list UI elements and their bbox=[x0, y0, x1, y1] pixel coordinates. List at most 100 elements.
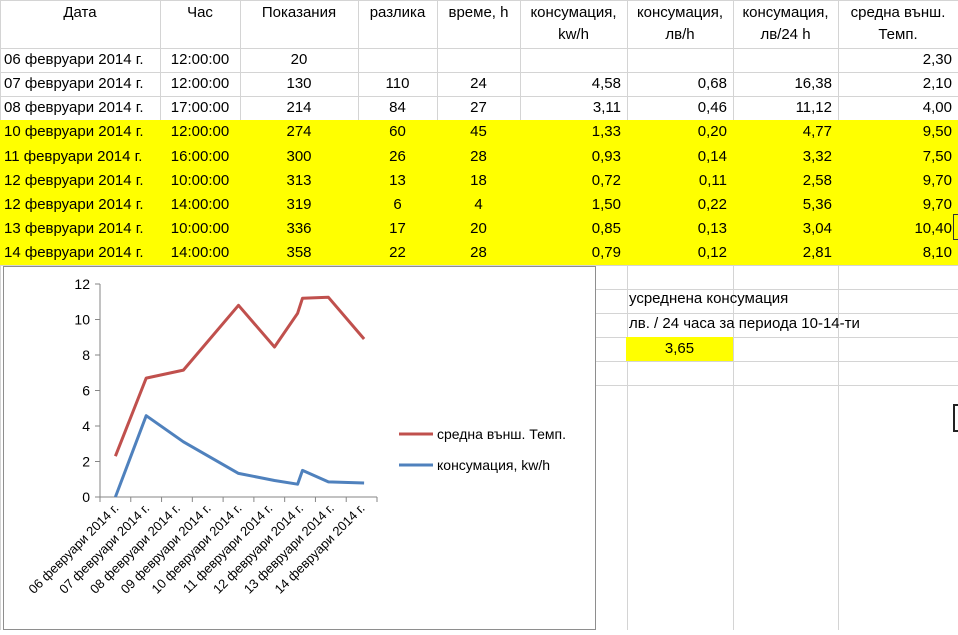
cell-time[interactable]: 12:00:00 bbox=[170, 51, 230, 68]
cell-cons_kwh[interactable]: 4,58 bbox=[591, 75, 621, 92]
selection-handle[interactable] bbox=[953, 214, 958, 240]
cell-reading[interactable]: 313 bbox=[286, 172, 312, 189]
cell-cons_lv24[interactable]: 3,04 bbox=[802, 220, 832, 237]
cell-time[interactable]: 12:00:00 bbox=[170, 123, 230, 140]
header-date[interactable]: Дата bbox=[0, 2, 160, 48]
cell-date[interactable]: 12 февруари 2014 г. bbox=[4, 196, 144, 213]
cell-time[interactable]: 16:00:00 bbox=[170, 148, 230, 165]
cell-cons_lv24[interactable]: 2,58 bbox=[802, 172, 832, 189]
cell-date[interactable]: 06 февруари 2014 г. bbox=[4, 51, 144, 68]
cell-temp[interactable]: 10,40 bbox=[914, 220, 952, 237]
header-temp-line2: Темп. bbox=[878, 26, 918, 43]
cell-hours[interactable]: 28 bbox=[470, 244, 487, 261]
cell-cons_lv24[interactable]: 11,12 bbox=[795, 99, 832, 116]
cell-cons_lv[interactable]: 0,20 bbox=[697, 123, 727, 140]
cell-time[interactable]: 14:00:00 bbox=[170, 244, 230, 261]
cell-date[interactable]: 10 февруари 2014 г. bbox=[4, 123, 144, 140]
cell-temp[interactable]: 2,30 bbox=[922, 51, 952, 68]
header-temp[interactable]: средна външ. Темп. bbox=[838, 2, 958, 48]
cell-time[interactable]: 10:00:00 bbox=[170, 220, 230, 237]
cell-time[interactable]: 17:00:00 bbox=[170, 99, 230, 116]
cell-temp[interactable]: 8,10 bbox=[922, 244, 952, 261]
cell-diff[interactable]: 26 bbox=[389, 148, 406, 165]
cell-cons_lv24[interactable]: 16,38 bbox=[794, 75, 832, 92]
cell-cons_lv24[interactable]: 5,36 bbox=[802, 196, 832, 213]
cell-cons_lv24[interactable]: 2,81 bbox=[802, 244, 832, 261]
cell-hours[interactable]: 4 bbox=[474, 196, 483, 213]
cell-cons_lv[interactable]: 0,13 bbox=[697, 220, 727, 237]
cell-reading[interactable]: 300 bbox=[286, 148, 312, 165]
cell-reading[interactable]: 20 bbox=[290, 51, 308, 68]
cell-reading[interactable]: 336 bbox=[286, 220, 312, 237]
cell-hours[interactable] bbox=[437, 49, 520, 72]
cell-cons_lv[interactable] bbox=[627, 49, 733, 72]
cell-cons_lv[interactable]: 0,12 bbox=[697, 244, 727, 261]
cell-reading[interactable]: 274 bbox=[286, 123, 312, 140]
cell-temp[interactable]: 7,50 bbox=[922, 148, 952, 165]
cell-hours[interactable]: 18 bbox=[470, 172, 487, 189]
cell-temp[interactable]: 9,50 bbox=[922, 123, 952, 140]
line-chart[interactable]: 0 2 4 6 8 10 12 06 февруари 2014 г. 07 февруари … bbox=[3, 266, 596, 630]
summary-value-cell[interactable]: 3,65 bbox=[626, 337, 733, 361]
cell-cons_kwh[interactable]: 1,33 bbox=[591, 123, 621, 140]
cell-cons_kwh[interactable]: 0,93 bbox=[591, 148, 621, 165]
header-cons_lv[interactable]: консумация, лв/h bbox=[627, 2, 733, 48]
cell-cons_lv[interactable]: 0,22 bbox=[697, 196, 727, 213]
header-time[interactable]: Час bbox=[160, 2, 240, 48]
cell-reading[interactable]: 130 bbox=[286, 75, 312, 92]
cell-cons_kwh[interactable]: 0,72 bbox=[591, 172, 621, 189]
cell-date[interactable]: 13 февруари 2014 г. bbox=[4, 220, 144, 237]
cell-time[interactable]: 10:00:00 bbox=[170, 172, 230, 189]
row-highlight bbox=[0, 169, 958, 193]
cell-diff[interactable]: 22 bbox=[389, 244, 406, 261]
header-cons_lv24-line1: консумация, bbox=[742, 4, 829, 21]
cell-cons_lv24[interactable] bbox=[733, 49, 838, 72]
selection-handle[interactable] bbox=[953, 404, 958, 432]
cell-hours[interactable]: 20 bbox=[470, 220, 487, 237]
header-cons_lv24[interactable]: консумация, лв/24 h bbox=[733, 2, 838, 48]
cell-cons_kwh[interactable]: 0,85 bbox=[591, 220, 621, 237]
cell-date[interactable]: 11 февруари 2014 г. bbox=[4, 148, 143, 165]
cell-cons_kwh[interactable]: 3,11 bbox=[592, 99, 621, 116]
cell-diff[interactable]: 110 bbox=[385, 75, 410, 92]
header-reading[interactable]: Показания bbox=[240, 2, 358, 48]
cell-temp[interactable]: 2,10 bbox=[922, 75, 952, 92]
cell-date[interactable]: 12 февруари 2014 г. bbox=[4, 172, 144, 189]
cell-hours[interactable]: 24 bbox=[470, 75, 487, 92]
cell-reading[interactable]: 319 bbox=[286, 196, 312, 213]
header-diff[interactable]: разлика bbox=[358, 2, 437, 48]
cell-time[interactable]: 12:00:00 bbox=[170, 75, 230, 92]
cell-cons_kwh[interactable] bbox=[520, 49, 627, 72]
cell-reading[interactable]: 358 bbox=[286, 244, 312, 261]
cell-cons_kwh[interactable]: 0,79 bbox=[591, 244, 621, 261]
cell-cons_kwh[interactable]: 1,50 bbox=[591, 196, 621, 213]
cell-cons_lv24[interactable]: 3,32 bbox=[802, 148, 832, 165]
cell-diff[interactable]: 17 bbox=[389, 220, 406, 237]
cell-reading[interactable]: 214 bbox=[286, 99, 312, 116]
header-hours[interactable]: време, h bbox=[437, 2, 520, 48]
cell-hours[interactable]: 28 bbox=[470, 148, 487, 165]
cell-temp[interactable]: 9,70 bbox=[922, 196, 952, 213]
cell-cons_lv24[interactable]: 4,77 bbox=[802, 123, 832, 140]
cell-diff[interactable]: 84 bbox=[389, 99, 406, 116]
cell-temp[interactable]: 4,00 bbox=[922, 99, 952, 116]
cell-time[interactable]: 14:00:00 bbox=[170, 196, 230, 213]
cell-cons_lv[interactable]: 0,46 bbox=[697, 99, 727, 116]
header-cons_kwh[interactable]: консумация, kw/h bbox=[520, 2, 627, 48]
cell-diff[interactable]: 60 bbox=[389, 123, 406, 140]
cell-cons_lv[interactable]: 0,14 bbox=[697, 148, 727, 165]
cell-date[interactable]: 07 февруари 2014 г. bbox=[4, 75, 144, 92]
cell-date[interactable]: 14 февруари 2014 г. bbox=[4, 244, 144, 261]
cell-hours[interactable]: 45 bbox=[470, 123, 487, 140]
cell-diff[interactable]: 6 bbox=[393, 196, 402, 213]
cell-cons_lv[interactable]: 0,68 bbox=[697, 75, 727, 92]
cell-diff[interactable]: 13 bbox=[389, 172, 406, 189]
cell-hours[interactable]: 27 bbox=[470, 99, 487, 116]
cell-cons_lv[interactable]: 0,11 bbox=[698, 172, 727, 189]
header-cons_kwh-line1: консумация, bbox=[530, 4, 617, 21]
legend-label-0: средна външ. Темп. bbox=[437, 426, 566, 442]
cell-date[interactable]: 08 февруари 2014 г. bbox=[4, 99, 144, 116]
cell-diff[interactable] bbox=[358, 49, 437, 72]
cell-temp[interactable]: 9,70 bbox=[922, 172, 952, 189]
